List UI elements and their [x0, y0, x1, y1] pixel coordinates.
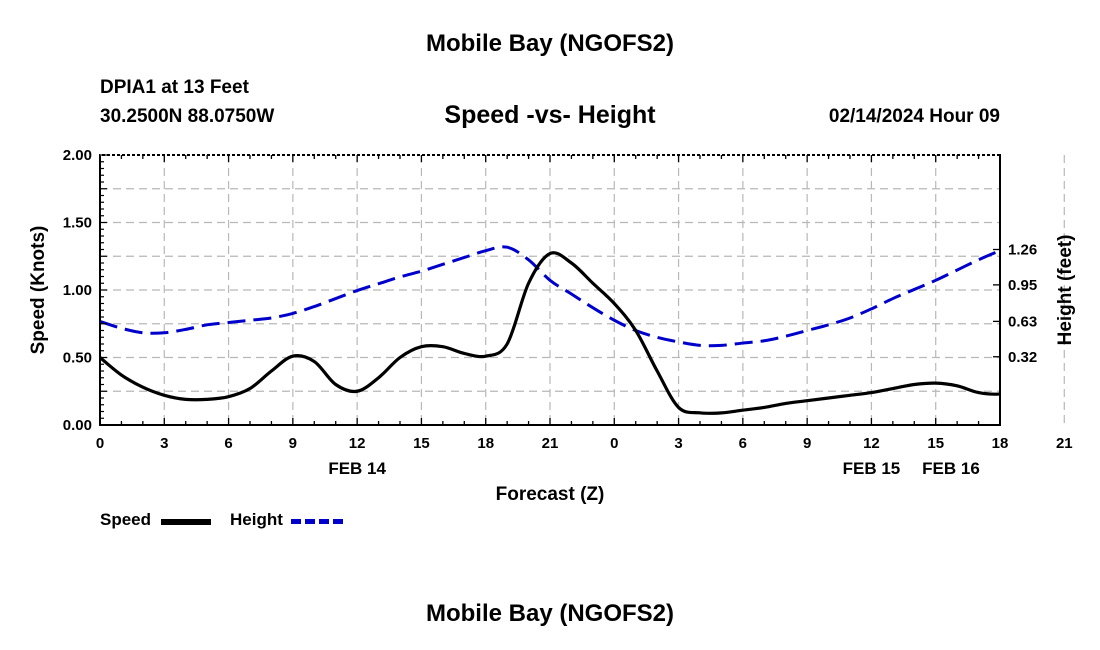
y-tick-label: 0.50 [63, 350, 92, 367]
y-tick-label: 1.00 [63, 282, 92, 299]
legend-speed-label: Speed [100, 510, 152, 529]
footer-title: Mobile Bay (NGOFS2) [425, 600, 675, 627]
x-tick-label: 21 [542, 435, 559, 452]
height-series-line [100, 245, 1000, 348]
x-tick-label: 15 [927, 435, 944, 452]
y2-tick-label: 0.63 [1008, 313, 1037, 330]
y-axis-label: Speed (Knots) [28, 226, 49, 355]
y2-tick-label: 0.95 [1008, 277, 1037, 294]
y-tick-label: 0.00 [63, 417, 92, 434]
y-tick-label: 2.00 [63, 147, 92, 164]
x-tick-label: 12 [349, 435, 366, 452]
legend-speed-line [161, 519, 211, 525]
x-tick-label: 18 [477, 435, 494, 452]
date-label: FEB 14 [328, 459, 386, 478]
x-tick-label: 9 [803, 435, 811, 452]
legend-height-line [291, 519, 343, 524]
station-label: DPIA1 at 13 Feet [100, 77, 249, 98]
series-layer [100, 245, 1000, 415]
y2-axis-label: Height (feet) [1055, 235, 1076, 346]
date-label: FEB 15 [843, 459, 901, 478]
forecast-datetime: 02/14/2024 Hour 09 [828, 106, 1000, 127]
x-tick-label: 0 [96, 435, 104, 452]
x-tick-label: 6 [224, 435, 232, 452]
y2-tick-label: 0.32 [1008, 349, 1037, 366]
main-title: Mobile Bay (NGOFS2) [425, 30, 675, 57]
y2-tick-label: 1.26 [1008, 242, 1037, 259]
x-tick-label: 15 [413, 435, 430, 452]
x-tick-label: 18 [992, 435, 1009, 452]
axes: 0.00 0.50 1.00 1.50 2.00 0.32 0.63 0.95 1.26 0 3 6 9… [63, 147, 1073, 478]
speed-series-line [100, 251, 1000, 415]
y-tick-label: 1.50 [63, 215, 92, 232]
speed-height-chart: 0.00 0.50 1.00 1.50 2.00 0.32 0.63 0.95 1.26 0 3 6 9… [28, 147, 1076, 505]
chart-title: Speed -vs- Height [444, 101, 656, 129]
x-tick-label: 21 [1056, 435, 1073, 452]
x-tick-label: 0 [610, 435, 618, 452]
legend-height-label: Height [230, 510, 283, 529]
date-label: FEB 16 [922, 459, 980, 478]
x-tick-label: 3 [674, 435, 682, 452]
x-tick-label: 6 [739, 435, 747, 452]
station-coordinates: 30.2500N 88.0750W [100, 106, 275, 127]
x-tick-label: 3 [160, 435, 168, 452]
x-tick-label: 9 [289, 435, 297, 452]
x-tick-label: 12 [863, 435, 880, 452]
x-axis-label: Forecast (Z) [496, 484, 605, 505]
